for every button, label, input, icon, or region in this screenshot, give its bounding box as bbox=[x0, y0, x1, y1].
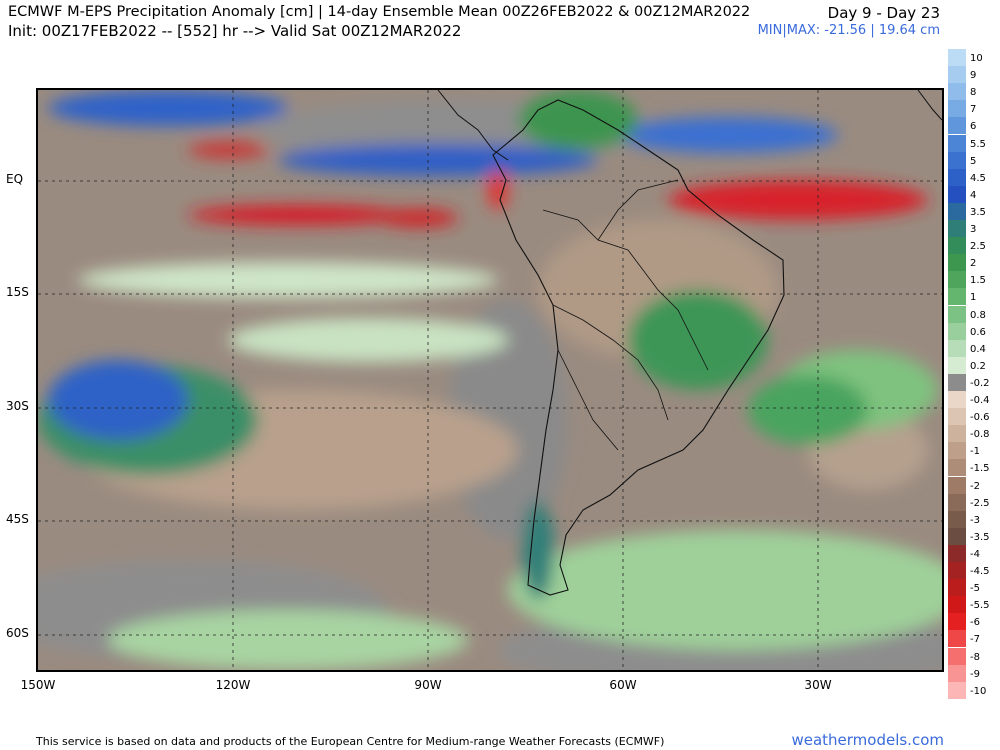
legend-level-label: -3 bbox=[970, 514, 980, 526]
legend-level-label: 10 bbox=[970, 53, 983, 64]
legend-swatch bbox=[948, 168, 966, 186]
legend-swatch bbox=[948, 681, 966, 699]
legend-level-label: 0.2 bbox=[970, 360, 986, 372]
lat-label-60s: 60S bbox=[6, 626, 29, 640]
legend-level-label: 1.5 bbox=[970, 275, 986, 287]
legend-level-label: 1 bbox=[970, 292, 977, 304]
legend-swatch bbox=[948, 356, 966, 374]
legend-swatch bbox=[948, 271, 966, 289]
lon-label-120w: 120W bbox=[215, 678, 251, 692]
legend-swatch bbox=[948, 647, 966, 665]
legend-swatch bbox=[948, 220, 966, 237]
legend-swatch bbox=[948, 66, 966, 84]
legend-level-label: -2 bbox=[970, 480, 980, 492]
legend-level-label: -0.2 bbox=[970, 377, 990, 389]
lon-label-90w: 90W bbox=[414, 678, 442, 692]
legend-swatch bbox=[948, 562, 966, 579]
init-valid-line: Init: 00Z17FEB2022 -- [552] hr --> Valid… bbox=[8, 22, 462, 40]
lat-label-30s: 30S bbox=[6, 399, 29, 413]
legend-swatch bbox=[948, 527, 966, 545]
legend-level-label: 2 bbox=[970, 258, 977, 270]
legend-swatch bbox=[948, 664, 966, 682]
legend-swatch bbox=[948, 288, 966, 306]
legend-level-label: -2.5 bbox=[970, 497, 990, 509]
legend-swatch bbox=[948, 49, 966, 66]
legend-swatch bbox=[948, 579, 966, 597]
legend-level-label: 2.5 bbox=[970, 241, 986, 253]
min-max-readout: MIN|MAX: -21.56 | 19.64 cm bbox=[757, 23, 940, 38]
day-range: Day 9 - Day 23 bbox=[827, 4, 940, 22]
legend-level-label: 6 bbox=[970, 121, 977, 133]
legend-level-label: 4.5 bbox=[970, 172, 986, 184]
legend-level-label: -1 bbox=[970, 446, 980, 458]
legend-swatch bbox=[948, 425, 966, 443]
legend-swatch bbox=[948, 100, 966, 118]
legend-level-label: -4.5 bbox=[970, 566, 990, 577]
lat-label-eq: EQ bbox=[6, 172, 24, 186]
anomaly-map bbox=[38, 90, 942, 670]
legend-swatch bbox=[948, 185, 966, 203]
legend-level-label: -0.6 bbox=[970, 412, 990, 424]
map-frame bbox=[36, 88, 944, 672]
legend-swatch bbox=[948, 151, 966, 169]
footer-credit: This service is based on data and produc… bbox=[36, 735, 665, 748]
legend-level-label: -5.5 bbox=[970, 600, 990, 612]
legend-swatch bbox=[948, 117, 966, 135]
legend-level-label: 9 bbox=[970, 70, 977, 82]
legend-level-label: -10 bbox=[970, 685, 987, 697]
map-title: ECMWF M-EPS Precipitation Anomaly [cm] |… bbox=[8, 4, 751, 20]
lon-label-150w: 150W bbox=[20, 678, 56, 692]
legend-level-label: 4 bbox=[970, 189, 977, 201]
legend-swatch bbox=[948, 237, 966, 255]
watermark[interactable]: weathermodels.com bbox=[791, 731, 944, 749]
legend-swatch bbox=[948, 391, 966, 408]
legend-level-label: 5 bbox=[970, 155, 977, 167]
legend-level-label: -0.8 bbox=[970, 429, 990, 441]
legend-swatch bbox=[948, 373, 966, 391]
legend-level-label: -6 bbox=[970, 617, 980, 629]
legend-level-label: 5.5 bbox=[970, 138, 986, 150]
legend-level-label: 3 bbox=[970, 224, 977, 235]
legend-level-label: -7 bbox=[970, 634, 980, 646]
legend-level-label: -5 bbox=[970, 583, 980, 595]
legend-swatch bbox=[948, 202, 966, 220]
legend-level-label: 3.5 bbox=[970, 206, 986, 218]
legend-level-label: 8 bbox=[970, 87, 977, 99]
legend-swatch bbox=[948, 305, 966, 323]
legend-swatch bbox=[948, 476, 966, 494]
legend-swatch bbox=[948, 459, 966, 477]
legend-swatch bbox=[948, 254, 966, 272]
legend-swatch bbox=[948, 510, 966, 528]
legend-level-label: -9 bbox=[970, 668, 980, 680]
legend-level-label: -1.5 bbox=[970, 463, 990, 475]
legend-swatch bbox=[948, 134, 966, 152]
legend-level-label: 0.8 bbox=[970, 309, 986, 321]
legend-swatch bbox=[948, 493, 966, 511]
lon-label-30w: 30W bbox=[804, 678, 832, 692]
lon-label-60w: 60W bbox=[609, 678, 637, 692]
legend-swatch bbox=[948, 613, 966, 631]
legend-swatch bbox=[948, 339, 966, 357]
legend-swatch bbox=[948, 83, 966, 101]
legend-level-label: -8 bbox=[970, 651, 980, 663]
legend-swatch bbox=[948, 322, 966, 340]
legend-level-label: -4 bbox=[970, 548, 980, 560]
lat-label-45s: 45S bbox=[6, 512, 29, 526]
legend-swatch bbox=[948, 596, 966, 614]
legend-swatch bbox=[948, 408, 966, 426]
legend-swatch bbox=[948, 442, 966, 460]
legend-level-label: 7 bbox=[970, 104, 977, 116]
continent-outline bbox=[492, 99, 785, 596]
legend-level-label: 0.4 bbox=[970, 343, 986, 355]
lat-label-15s: 15S bbox=[6, 285, 29, 299]
legend-swatch bbox=[948, 544, 966, 562]
legend-level-label: -3.5 bbox=[970, 531, 990, 543]
legend-level-label: 0.6 bbox=[970, 326, 986, 338]
legend-swatch bbox=[948, 630, 966, 648]
legend-level-label: -0.4 bbox=[970, 395, 990, 406]
